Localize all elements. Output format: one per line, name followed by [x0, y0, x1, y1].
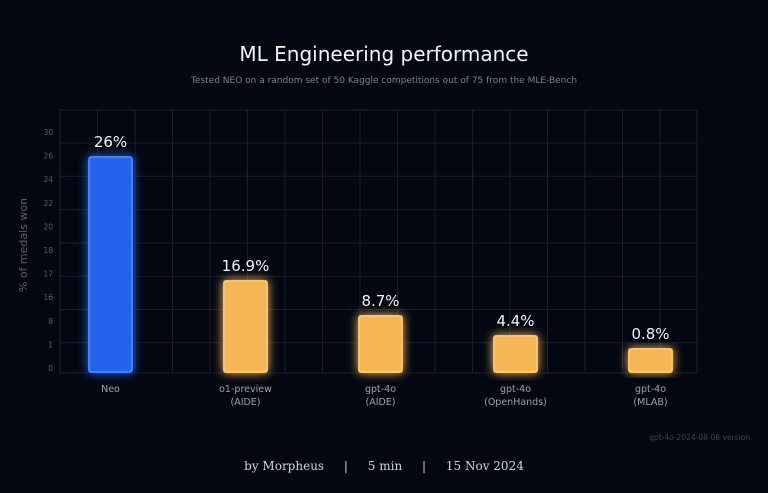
- data-label: 26%: [94, 133, 127, 151]
- x-tick-label: gpt-4o: [365, 384, 396, 395]
- author: by Morpheus: [244, 459, 325, 473]
- bar: [223, 280, 268, 373]
- bar-highlight: [223, 280, 268, 373]
- chart-title: ML Engineering performance: [239, 42, 529, 66]
- x-tick-label: Neo: [101, 384, 120, 395]
- version-note: gpt-4o-2024-08-06 version: [649, 433, 750, 442]
- bar: [358, 315, 403, 373]
- x-tick-label: gpt-4o: [635, 384, 666, 395]
- data-label: 0.8%: [631, 325, 669, 343]
- y-tick-label: 16: [43, 293, 53, 302]
- y-ticks: 30 26 24 22 20 18 17 16 8 1 0: [43, 128, 53, 373]
- bar: [88, 156, 133, 373]
- bar-group: 0.8% gpt-4o (MLAB): [628, 325, 673, 408]
- x-tick-label: (AIDE): [230, 397, 260, 408]
- bar-highlight: [358, 315, 403, 373]
- y-tick-label: 20: [43, 222, 53, 231]
- data-label: 8.7%: [361, 292, 399, 310]
- bar: [493, 335, 538, 373]
- y-tick-label: 1: [48, 340, 53, 349]
- y-tick-label: 17: [43, 270, 53, 279]
- y-axis-label: % of medals won: [17, 198, 30, 292]
- y-tick-label: 0: [48, 364, 53, 373]
- bar-highlight: [493, 335, 538, 373]
- y-tick-label: 8: [48, 317, 53, 326]
- y-tick-label: 26: [43, 152, 53, 161]
- y-tick-label: 24: [43, 175, 53, 184]
- data-label: 4.4%: [496, 312, 534, 330]
- y-tick-label: 22: [43, 199, 53, 208]
- bar: [628, 348, 673, 373]
- separator: |: [422, 459, 427, 473]
- bar-highlight: [628, 348, 673, 373]
- x-tick-label: (MLAB): [633, 397, 667, 408]
- x-tick-label: o1-preview: [219, 384, 272, 395]
- footer: by Morpheus | 5 min | 15 Nov 2024: [0, 459, 768, 473]
- bars: 26% Neo 16.9% o1-preview (AIDE) 8.7% gpt-4o (AI…: [88, 133, 673, 408]
- bar-group: 26% Neo: [88, 133, 133, 395]
- chart-subtitle: Tested NEO on a random set of 50 Kaggle …: [190, 76, 578, 86]
- bar-highlight: [88, 156, 133, 373]
- x-tick-label: (AIDE): [365, 397, 395, 408]
- y-tick-label: 30: [43, 128, 53, 137]
- separator: |: [343, 459, 348, 473]
- x-tick-label: (OpenHands): [484, 397, 547, 408]
- read-time: 5 min: [367, 459, 403, 473]
- bar-group: 8.7% gpt-4o (AIDE): [358, 292, 403, 408]
- y-tick-label: 18: [43, 246, 53, 255]
- bar-group: 4.4% gpt-4o (OpenHands): [484, 312, 547, 408]
- date: 15 Nov 2024: [445, 459, 524, 473]
- data-label: 16.9%: [222, 257, 270, 275]
- x-tick-label: gpt-4o: [500, 384, 531, 395]
- bar-group: 16.9% o1-preview (AIDE): [219, 257, 272, 408]
